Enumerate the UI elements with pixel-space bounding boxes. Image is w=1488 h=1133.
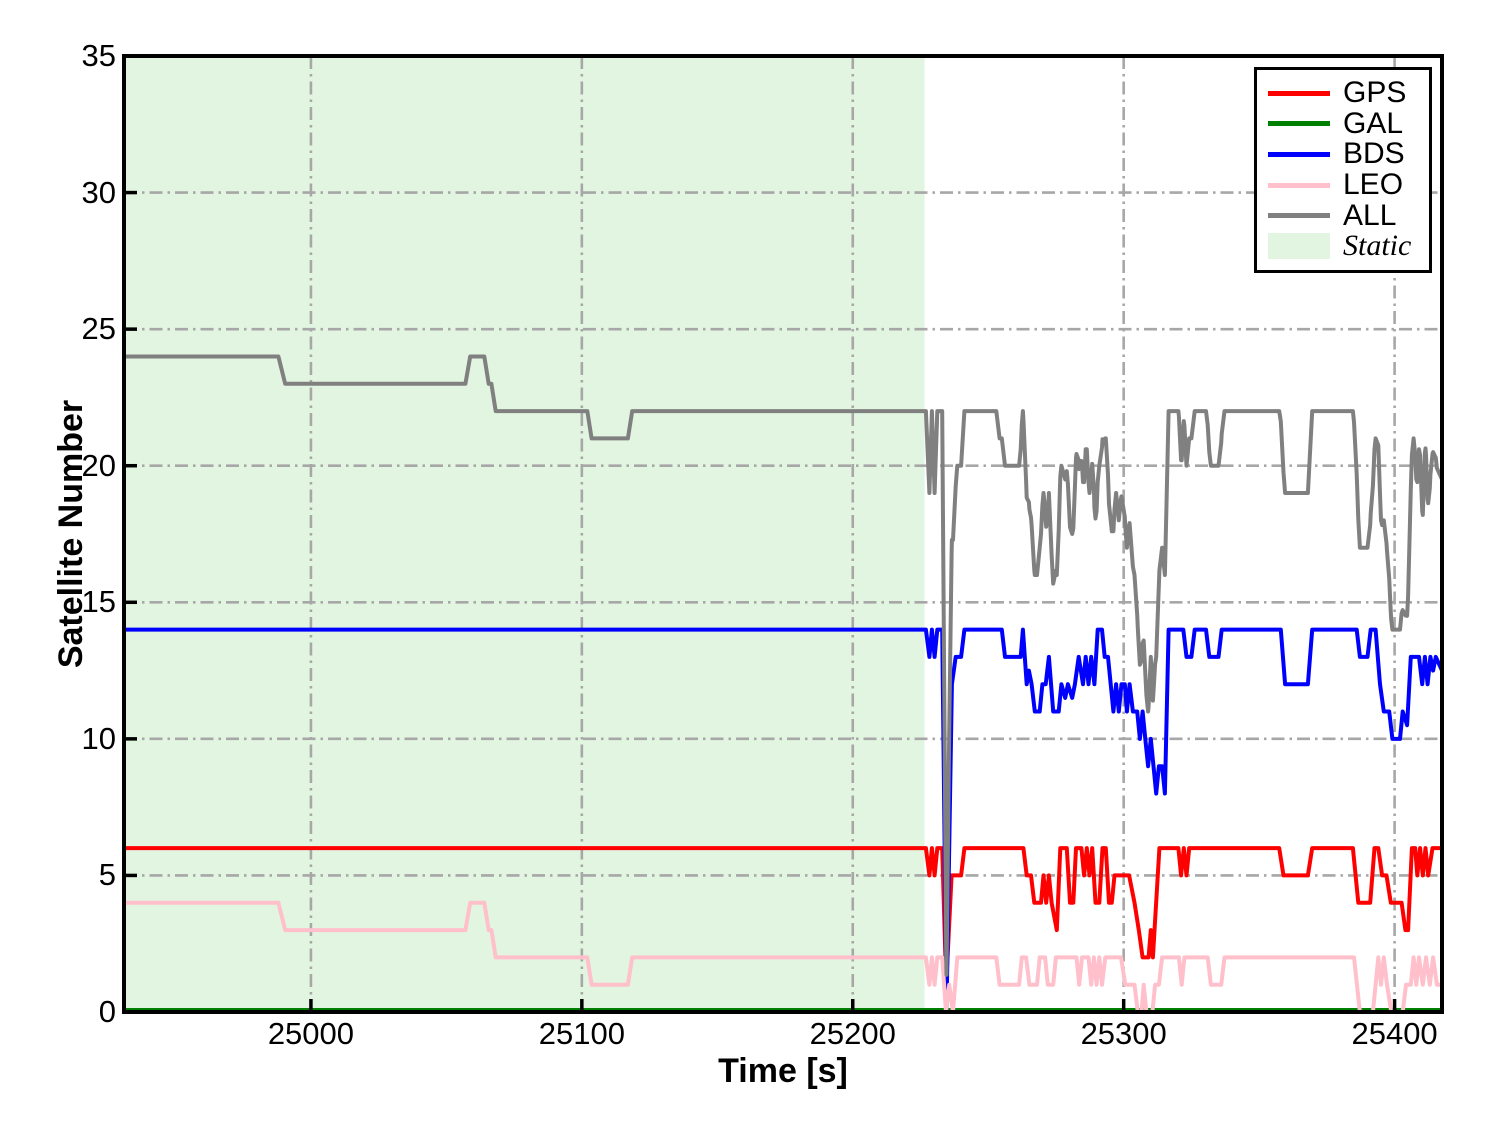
- legend-label-all: ALL: [1343, 198, 1397, 232]
- legend-label-gal: GAL: [1343, 106, 1404, 140]
- legend-item-gps: GPS: [1268, 78, 1423, 109]
- static-region-shading: [124, 56, 925, 1012]
- legend-swatch-static: [1268, 233, 1330, 260]
- legend-label-bds: BDS: [1343, 137, 1405, 171]
- legend-item-leo: LEO: [1268, 170, 1423, 201]
- y-tick-label-35: 35: [81, 38, 116, 73]
- legend-swatch-all: [1268, 213, 1330, 219]
- legend-swatch-gps: [1268, 90, 1330, 96]
- y-tick-label-30: 30: [81, 174, 116, 210]
- x-axis-title: Time [s]: [718, 1052, 848, 1090]
- legend-item-bds: BDS: [1268, 139, 1423, 170]
- series-line-all: [124, 354, 1442, 977]
- y-axis-title: Satellite Number: [52, 399, 90, 669]
- legend-swatch-gal: [1268, 121, 1330, 127]
- x-tick-label-25300: 25300: [1080, 1016, 1167, 1051]
- y-tick-label-25: 25: [81, 311, 116, 347]
- legend-swatch-bds: [1268, 151, 1330, 157]
- legend-swatch-leo: [1268, 182, 1330, 188]
- y-tick-label-20: 20: [81, 447, 116, 483]
- y-tick-label-0: 0: [98, 994, 116, 1029]
- y-tick-label-5: 5: [98, 857, 116, 893]
- plot-border: [122, 54, 1444, 1014]
- x-tick-label-25400: 25400: [1351, 1016, 1438, 1051]
- x-tick-label-25100: 25100: [538, 1016, 625, 1051]
- legend-item-all: ALL: [1268, 200, 1423, 231]
- y-tick-label-10: 10: [81, 720, 116, 756]
- x-tick-label-25000: 25000: [267, 1016, 355, 1051]
- y-tick-label-15: 15: [81, 584, 116, 620]
- legend-label-static: Static: [1343, 229, 1412, 263]
- legend: GPS GAL BDS LEO ALL Static: [1254, 67, 1432, 273]
- legend-item-static: Static: [1268, 231, 1423, 262]
- series-line-leo: [124, 900, 1442, 1012]
- series-line-bds: [124, 627, 1442, 1012]
- x-tick-label-25200: 25200: [809, 1016, 896, 1051]
- legend-label-leo: LEO: [1343, 168, 1404, 202]
- series-line-gps: [124, 846, 1442, 987]
- legend-item-gal: GAL: [1268, 106, 1423, 140]
- legend-label-gps: GPS: [1343, 76, 1407, 110]
